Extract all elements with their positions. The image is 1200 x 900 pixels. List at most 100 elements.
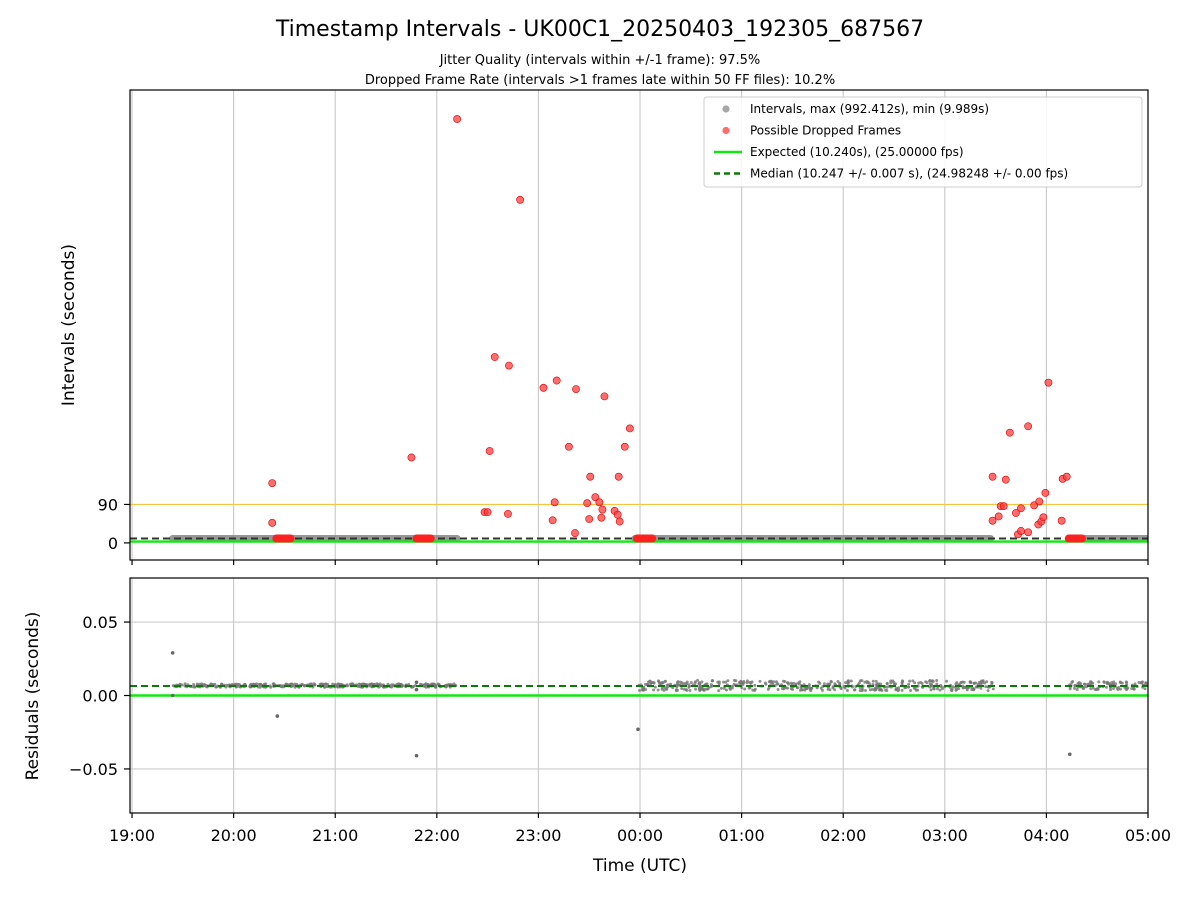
x-tick-label-04:00: 04:00 [1023, 826, 1069, 845]
residual-point [1124, 680, 1128, 684]
residual-point [957, 687, 961, 691]
residual-point [346, 684, 350, 688]
residual-point [852, 688, 856, 692]
residual-point [935, 682, 939, 686]
residual-point [972, 681, 976, 685]
residual-point [1137, 681, 1141, 685]
residual-point [831, 685, 835, 689]
residual-point [951, 685, 955, 689]
residual-point [907, 685, 911, 689]
residual-point [894, 686, 898, 690]
residual-point [929, 688, 933, 692]
residual-point [766, 687, 770, 691]
residual-point [1075, 688, 1079, 692]
residual-point [914, 688, 918, 692]
residual-point [791, 688, 795, 692]
dropped-frame-point-28 [614, 472, 623, 481]
chart-subtitle-jitter: Jitter Quality (intervals within +/-1 fr… [439, 53, 761, 68]
residual-point [268, 684, 272, 688]
chart-title: Timestamp Intervals - UK00C1_20250403_19… [275, 17, 924, 42]
dropped-frame-point-27 [613, 510, 622, 519]
residual-point [784, 686, 788, 690]
residual-point [938, 688, 942, 692]
dropped-frame-point-11 [539, 383, 548, 392]
residual-point [337, 682, 341, 686]
intervals-plot-area [130, 90, 1148, 560]
dropped-frame-point-6 [485, 447, 494, 455]
residual-point [749, 681, 753, 685]
residual-point [928, 678, 932, 682]
dropped-frame-point-42 [1017, 504, 1025, 513]
residual-point [986, 689, 990, 693]
residual-point [652, 688, 656, 692]
residual-point [719, 686, 723, 690]
dropped-frame-point-14 [552, 376, 561, 385]
residual-point [786, 681, 790, 685]
residual-point [698, 682, 702, 686]
residual-point [258, 682, 262, 686]
residual-outlier-4 [414, 687, 419, 692]
residual-point [897, 686, 901, 690]
residual-outlier-5 [414, 753, 419, 758]
residual-point [743, 687, 747, 691]
residual-point [1143, 687, 1147, 691]
residual-outlier-1 [170, 693, 175, 698]
x-tick-label-20:00: 20:00 [211, 826, 257, 845]
residual-point [747, 686, 751, 690]
residual-point [202, 683, 206, 687]
dropped-frame-point-8 [504, 509, 512, 518]
residual-point [800, 688, 804, 692]
residual-point [849, 679, 853, 683]
residuals-panel: 0.05 0.00 −0.05 [69, 577, 1149, 814]
residual-point [682, 687, 686, 691]
residual-point [962, 680, 966, 684]
residual-point [1096, 687, 1100, 691]
residual-point [694, 687, 698, 691]
residual-point [1091, 681, 1095, 685]
residual-point [1083, 682, 1087, 686]
residual-point [214, 685, 218, 689]
dropped-frame-point-49 [1039, 513, 1048, 522]
residual-point [991, 687, 995, 691]
residual-point [724, 680, 728, 684]
residual-point [452, 682, 456, 686]
residual-point [1068, 687, 1072, 691]
dropped-frame-point-29 [615, 517, 624, 526]
residual-point [913, 681, 917, 685]
residual-point [783, 679, 787, 683]
residual-point [658, 681, 662, 685]
residual-point [702, 687, 706, 691]
residual-point [688, 688, 692, 692]
dropped-frame-point-1 [268, 518, 277, 527]
residual-point [665, 687, 669, 691]
dropped-frame-point-3 [453, 115, 462, 123]
legend-label-2: Expected (10.240s), (25.00000 fps) [750, 145, 964, 159]
residual-point [845, 689, 849, 693]
residual-point [710, 684, 714, 688]
residual-point [653, 685, 657, 689]
residual-point [324, 682, 328, 686]
residual-point [679, 680, 683, 684]
residual-point [652, 681, 656, 685]
y-tick-label-residuals-1: 0.00 [82, 687, 118, 706]
dropped-frame-point-17 [572, 385, 580, 393]
residual-point [873, 688, 877, 692]
residual-point [990, 680, 994, 684]
dropped-frame-point-52 [1057, 516, 1066, 525]
residual-point [1132, 687, 1136, 691]
residual-point [772, 680, 776, 684]
residual-point [871, 687, 875, 691]
residual-point [935, 687, 939, 691]
dropped-frame-point-25 [600, 392, 609, 401]
residual-point [874, 679, 878, 683]
residual-point [740, 686, 744, 690]
residual-point [738, 681, 742, 685]
x-tick-label-22:00: 22:00 [414, 826, 460, 845]
residual-point [656, 688, 660, 692]
residual-point [1091, 686, 1095, 690]
residual-point [900, 679, 904, 683]
dropped-frame-point-9 [505, 361, 513, 370]
dropped-frame-point-20 [586, 472, 595, 481]
residual-point [192, 683, 196, 687]
